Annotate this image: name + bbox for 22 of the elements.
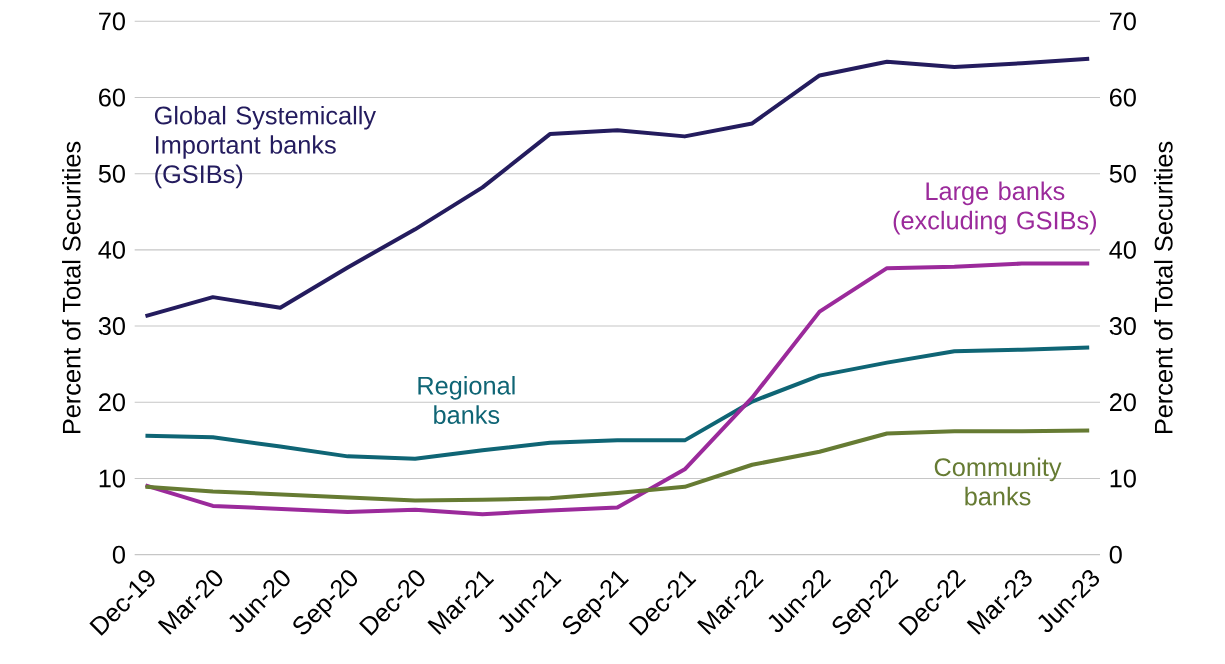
y-tick-label: 0 [112, 545, 125, 564]
y-tick-label: 10 [99, 469, 125, 488]
y2-tick-label: 30 [1109, 317, 1136, 336]
y2-tick-label: 40 [1109, 240, 1136, 259]
y-tick-label: 70 [99, 12, 125, 31]
y2-tick-label: 70 [1110, 12, 1136, 31]
y2-axis-title: Percent of Total Securities [1154, 141, 1173, 434]
y-tick-label: 30 [98, 317, 125, 336]
series-label: Large banks (excluding GSIBs) [893, 181, 1097, 235]
y2-tick-label: 60 [1110, 88, 1136, 107]
y-tick-label: 20 [99, 393, 125, 412]
y-tick-label: 50 [98, 164, 125, 183]
text: Global Systemically Important banks (GSIBs) [154, 105, 376, 189]
y2-tick-label: 10 [1110, 469, 1136, 488]
y-tick-label: 40 [98, 240, 125, 259]
y-axis-title: Percent of Total Securities [62, 141, 81, 434]
y2-tick-label: 20 [1110, 393, 1136, 412]
series-label: Community banks [934, 457, 1062, 506]
series-label: Regional banks [418, 376, 515, 424]
y2-tick-label: 0 [1109, 545, 1122, 564]
y2-tick-label: 50 [1109, 164, 1136, 183]
y-tick-label: 60 [99, 88, 125, 107]
